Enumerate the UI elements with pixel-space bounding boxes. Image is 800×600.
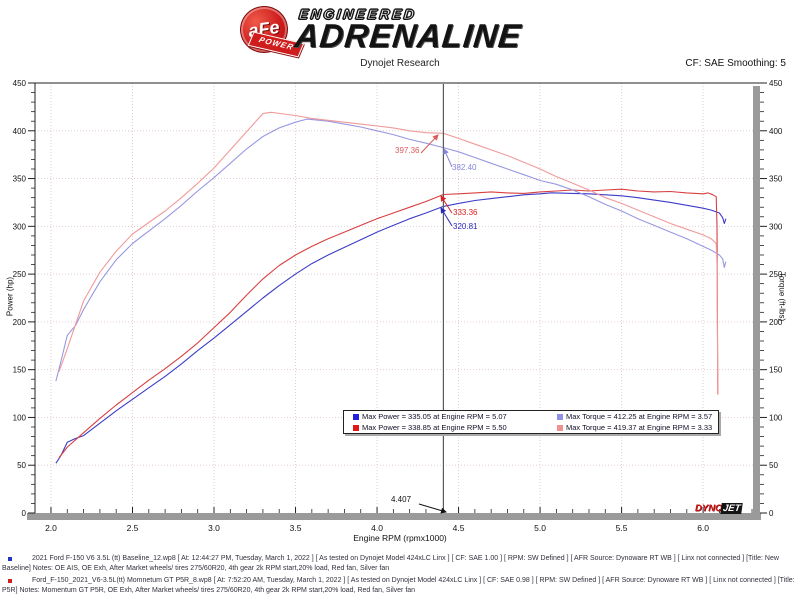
x-tick-label: 2.5 (127, 523, 139, 533)
y-tick-label-left: 50 (17, 461, 26, 470)
run-info-text: 2021 Ford F-150 V6 3.5L (tt) Baseline_12… (2, 555, 779, 572)
y-tick-label-right: 400 (769, 127, 783, 136)
y-tick-label-right: 300 (769, 222, 783, 231)
x-tick-label: 5.0 (534, 523, 546, 533)
legend-label: Max Power = 335.05 at Engine RPM = 5.07 (362, 411, 507, 421)
y-tick-label-left: 450 (13, 79, 27, 88)
legend-label: Max Torque = 412.25 at Engine RPM = 3.57 (566, 411, 713, 421)
p5r-power-curve (58, 188, 719, 458)
legend-box: Max Power = 335.05 at Engine RPM = 5.07 … (343, 410, 719, 434)
cursor-arrow-icon (420, 134, 439, 154)
x-tick-label: 3.5 (290, 523, 302, 533)
dynojet-logo-jet: JET (720, 503, 744, 514)
x-tick-label: 4.0 (371, 523, 383, 533)
y-tick-label-left: 0 (22, 509, 27, 518)
baseline-power-curve (55, 192, 727, 464)
x-tick-label: 4.5 (453, 523, 465, 533)
legend-item: Max Power = 338.85 at Engine RPM = 5.50 (353, 423, 557, 433)
x-tick-label: 5.5 (616, 523, 628, 533)
y-tick-label-right: 0 (769, 509, 774, 518)
x-axis-bar (27, 513, 761, 520)
y-tick-label-right: 150 (769, 366, 783, 375)
legend-item: Max Torque = 412.25 at Engine RPM = 3.57 (557, 412, 718, 422)
legend-label: Max Torque = 419.37 at Engine RPM = 3.33 (566, 422, 713, 432)
legend-swatch-periwinkle-icon (557, 413, 563, 420)
y-tick-label-right: 450 (769, 79, 783, 88)
legend-item: Max Power = 335.05 at Engine RPM = 5.07 (353, 412, 557, 422)
y-tick-label-right: 100 (769, 413, 783, 422)
run-info-p5r: Ford_F-150_2021_V6-3.5L(tt) Momnetum GT … (2, 576, 797, 596)
p5r-torque-curve (58, 111, 719, 395)
x-tick-label: 2.0 (45, 523, 57, 533)
y-tick-label-left: 150 (13, 366, 27, 375)
y-tick-label-left: 350 (13, 175, 27, 184)
legend-label: Max Power = 338.85 at Engine RPM = 5.50 (362, 422, 507, 432)
cursor-arrow-icon (440, 207, 453, 227)
dynojet-logo-dyno: DYNO (695, 503, 723, 514)
smoothing-setting-label: CF: SAE Smoothing: 5 (685, 58, 786, 69)
y-tick-label-right: 50 (769, 461, 778, 470)
report-title: Dynojet Research (360, 58, 440, 69)
cursor-arrow-icon (440, 195, 453, 214)
cursor-value-label: 320.81 (453, 222, 478, 231)
x-tick-label: 6.0 (697, 523, 709, 533)
right-axis-bar (753, 86, 760, 513)
legend-swatch-blue-icon (353, 413, 359, 420)
cursor-value-label: 397.36 (395, 146, 420, 155)
cursor-arrow-icon (418, 503, 447, 514)
y-tick-label-left: 250 (13, 270, 27, 279)
cursor-value-label: 4.407 (391, 495, 412, 504)
cursor-arrow-icon (443, 148, 453, 168)
dynojet-logo: DYNO JET (695, 503, 744, 514)
cursor-value-label: 333.36 (453, 208, 478, 217)
y-tick-label-left: 400 (13, 127, 27, 136)
y-tick-label-right: 200 (769, 318, 783, 327)
y-axis-title-power: Power (hp) (5, 276, 15, 317)
run-info-baseline: 2021 Ford F-150 V6 3.5L (tt) Baseline_12… (2, 554, 797, 574)
legend-swatch-red-icon (353, 424, 359, 431)
legend-swatch-salmon-icon (557, 424, 563, 431)
baseline-torque-curve (55, 118, 727, 382)
y-tick-label-left: 100 (13, 413, 27, 422)
y-tick-label-right: 250 (769, 270, 783, 279)
y-tick-label-left: 300 (13, 222, 27, 231)
run-info-text: Ford_F-150_2021_V6-3.5L(tt) Momnetum GT … (2, 577, 795, 594)
y-tick-label-left: 200 (13, 318, 27, 327)
run-bullet-icon (8, 579, 12, 583)
run-info-block: 2021 Ford F-150 V6 3.5L (tt) Baseline_12… (2, 554, 797, 598)
x-axis-title: Engine RPM (rpmx1000) (353, 533, 447, 543)
y-axis-title-torque: Torque (ft-lbs) (777, 271, 787, 322)
run-bullet-icon (8, 557, 12, 561)
cursor-value-label: 382.40 (452, 163, 477, 172)
x-tick-label: 3.0 (208, 523, 220, 533)
legend-item: Max Torque = 419.37 at Engine RPM = 3.33 (557, 423, 718, 433)
y-tick-label-right: 350 (769, 175, 783, 184)
